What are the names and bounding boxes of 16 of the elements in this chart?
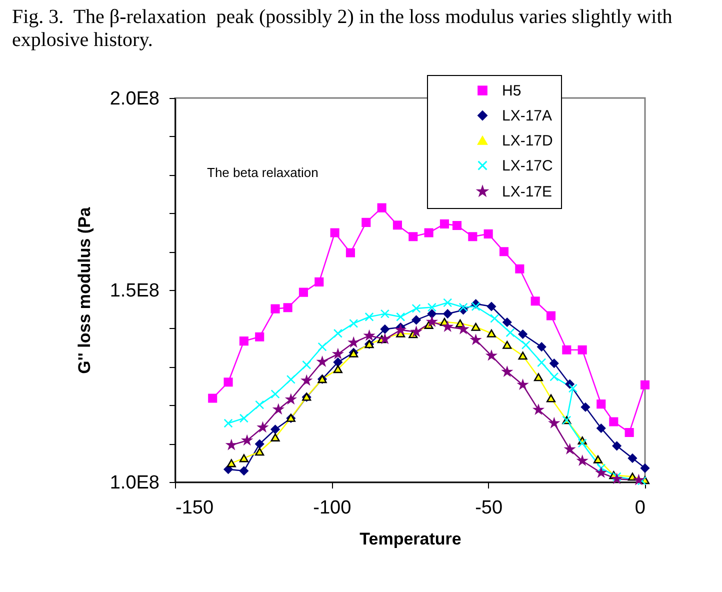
legend-label: H5 (502, 82, 522, 100)
legend-label: LX-17E (502, 184, 552, 200)
x-tick-label: -150 (176, 498, 214, 518)
legend-label: LX-17D (502, 132, 554, 150)
x-tick-label: -100 (313, 498, 352, 518)
annotation: The beta relaxation (207, 165, 318, 180)
chart-title: Fig. 3. The β-relaxation peak (possibly 2) in the loss modulus varies slightly with explosive history. (12, 6, 674, 52)
legend-label: LX-17A (502, 108, 552, 124)
y-axis-title: G'' loss modulus (Pa (74, 206, 94, 374)
x-tick-label: 0 (634, 498, 646, 518)
legend-label: LX-17C (502, 158, 554, 174)
y-tick-label: 1.0E8 (110, 472, 160, 494)
y-tick-label: 1.5E8 (110, 280, 160, 302)
y-tick-label: 2.0E8 (110, 88, 160, 110)
x-axis-title: Temperature (360, 530, 462, 548)
x-tick-label: -50 (475, 498, 503, 518)
